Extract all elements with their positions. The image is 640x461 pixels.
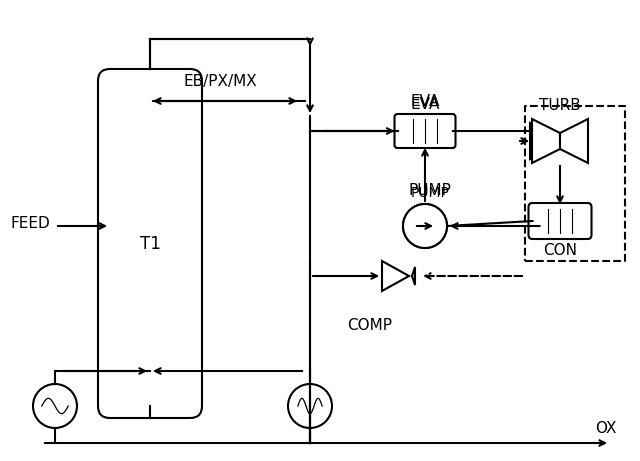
Text: TURB: TURB [539, 98, 581, 113]
Text: COMP: COMP [348, 318, 392, 333]
Polygon shape [532, 119, 560, 163]
Text: CON: CON [543, 243, 577, 258]
FancyBboxPatch shape [394, 114, 456, 148]
Text: PUMP: PUMP [411, 186, 449, 200]
Polygon shape [382, 261, 409, 291]
Text: EB/PX/MX: EB/PX/MX [183, 74, 257, 89]
Text: T1: T1 [140, 235, 161, 253]
Polygon shape [530, 123, 560, 159]
Text: FEED: FEED [10, 215, 50, 230]
FancyBboxPatch shape [529, 203, 591, 239]
Circle shape [403, 204, 447, 248]
Text: PUMP: PUMP [408, 183, 451, 198]
Polygon shape [412, 267, 415, 285]
Text: EVA: EVA [410, 97, 440, 112]
FancyBboxPatch shape [98, 69, 202, 418]
Text: EVA: EVA [410, 94, 440, 109]
Polygon shape [560, 119, 588, 163]
Circle shape [33, 384, 77, 428]
Text: OX: OX [595, 421, 616, 436]
Circle shape [288, 384, 332, 428]
Circle shape [403, 204, 447, 248]
